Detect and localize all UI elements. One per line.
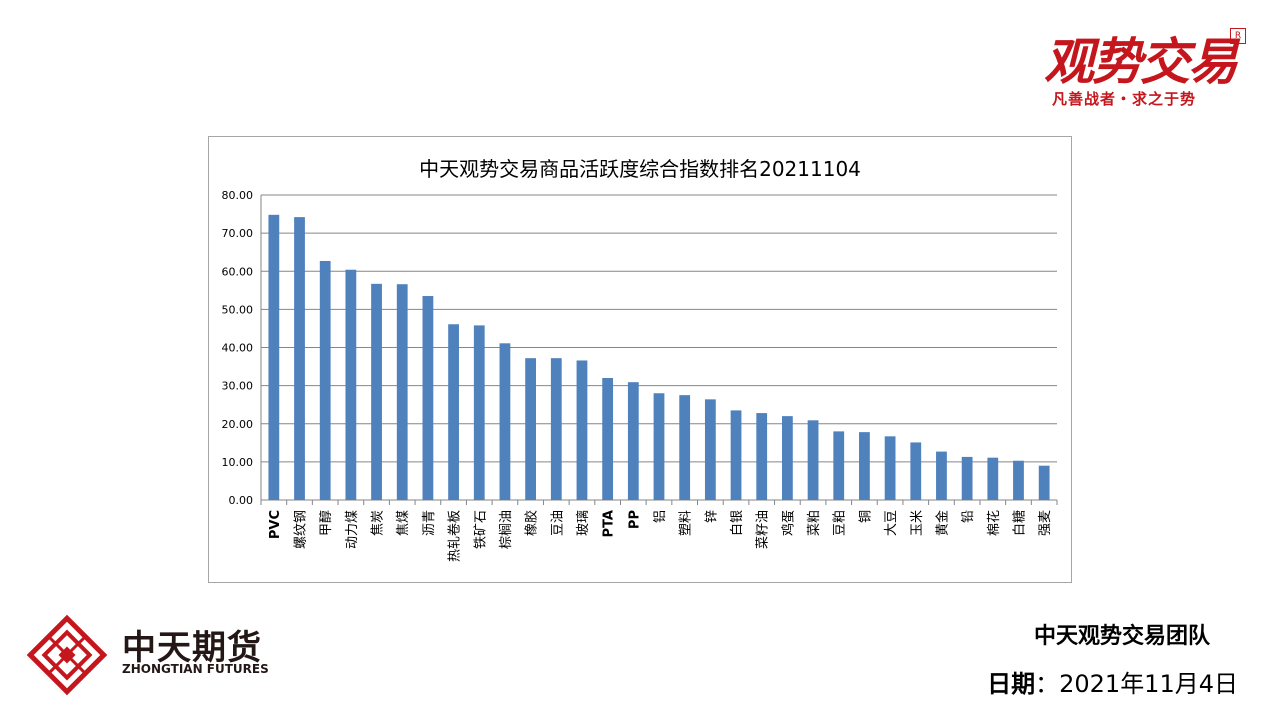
x-tick-label: 动力煤 [345, 510, 360, 549]
y-tick-label: 20.00 [222, 418, 254, 431]
x-tick-label: 沥青 [422, 510, 437, 536]
bar [936, 451, 947, 500]
x-tick-label: 铜 [858, 510, 873, 523]
x-tick-label: 强麦 [1038, 510, 1053, 536]
y-tick-label: 80.00 [222, 189, 254, 202]
bar [525, 358, 537, 500]
bar [961, 456, 973, 500]
bar [576, 360, 588, 500]
x-tick-label: 大豆 [884, 510, 899, 536]
x-tick-label: 黄金 [934, 510, 950, 536]
y-tick-label: 70.00 [222, 227, 254, 240]
bar [1038, 465, 1050, 500]
chart-area: 中天观势交易商品活跃度综合指数排名20211104 0.00 10.00 20.00… [208, 136, 1072, 583]
bar [268, 214, 280, 500]
x-tick-label: PVC [268, 510, 283, 539]
bar [833, 431, 845, 500]
company-name-cn: 中天期货 [122, 628, 262, 668]
x-tick-label: PP [627, 510, 642, 529]
brand-logo: 观势交易 R 凡善战者・求之于势 [1040, 22, 1250, 110]
bar [653, 393, 665, 500]
date-label: 日期 [987, 670, 1036, 698]
team-name: 中天观势交易团队 [1033, 624, 1210, 649]
x-tick-label: 棕榈油 [499, 510, 514, 549]
bar [550, 358, 562, 500]
x-tick-label: 白糖 [1011, 510, 1027, 536]
bar [704, 399, 716, 500]
date-line: 日期：2021年11月4日 [987, 664, 1238, 699]
bar [1013, 460, 1024, 500]
x-tick-label: 白银 [729, 510, 745, 536]
y-tick-label: 0.00 [229, 494, 254, 507]
bar [294, 217, 305, 501]
brand-name: 观势交易 [1044, 32, 1238, 91]
x-tick-label: 塑料 [679, 510, 694, 536]
bar [602, 378, 614, 500]
date-separator: ： [1035, 670, 1060, 698]
bar [371, 283, 382, 500]
y-tick-label: 50.00 [222, 303, 254, 316]
bar [756, 413, 768, 500]
x-tick-label: 鸡蛋 [780, 510, 796, 536]
date-value: 2021年11月4日 [1059, 670, 1238, 698]
bar [473, 325, 485, 500]
x-tick-label: 热轧卷板 [447, 510, 463, 562]
bar [448, 324, 459, 500]
company-name-en: ZHONGTIAN FUTURES [122, 662, 269, 676]
bar [319, 260, 331, 500]
x-tick-label: 豆油 [550, 510, 565, 536]
x-tick-label: 锌 [704, 510, 719, 523]
bar [730, 410, 742, 500]
y-tick-label: 60.00 [222, 265, 254, 278]
bar [884, 436, 896, 500]
x-tick-label: 豆粕 [833, 510, 848, 536]
bar [781, 416, 793, 500]
x-tick-label: 棉花 [986, 510, 1002, 536]
x-tick-label: 焦煤 [396, 510, 411, 536]
bar [679, 395, 691, 500]
x-tick-label: 铅 [961, 510, 976, 523]
brand-slogan: 凡善战者・求之于势 [1052, 90, 1197, 108]
x-tick-label: 菜粕 [807, 510, 822, 536]
bar [345, 269, 357, 500]
bar [910, 442, 922, 500]
x-tick-label: 铝 [653, 510, 668, 523]
bar [396, 284, 408, 500]
y-tick-label: 30.00 [222, 380, 254, 393]
bar [627, 382, 639, 500]
bar [499, 343, 511, 500]
x-tick-label: 玉米 [910, 510, 925, 536]
bar [807, 420, 819, 500]
x-tick-label: 菜籽油 [756, 510, 771, 549]
x-tick-label: 焦炭 [371, 510, 386, 536]
bar-chart: 0.00 10.00 20.00 30.00 40.00 50.00 60.00 70.00 8… [222, 189, 1058, 562]
company-emblem-icon [26, 614, 108, 696]
registered-mark: R [1230, 28, 1246, 44]
bar [422, 296, 434, 500]
x-tick-label: 铁矿石 [473, 510, 488, 549]
x-tick-label: 橡胶 [524, 510, 540, 536]
company-logo: 中天期货 ZHONGTIAN FUTURES [22, 612, 282, 698]
bar [987, 457, 999, 500]
x-tick-label: 螺纹钢 [294, 510, 309, 549]
x-tick-label: 甲醇 [318, 510, 334, 536]
y-tick-label: 10.00 [222, 456, 254, 469]
bar [859, 432, 870, 500]
chart-title: 中天观势交易商品活跃度综合指数排名20211104 [419, 157, 861, 181]
x-tick-label: PTA [602, 510, 617, 537]
y-tick-label: 40.00 [222, 342, 254, 355]
x-tick-label: 玻璃 [576, 510, 591, 536]
